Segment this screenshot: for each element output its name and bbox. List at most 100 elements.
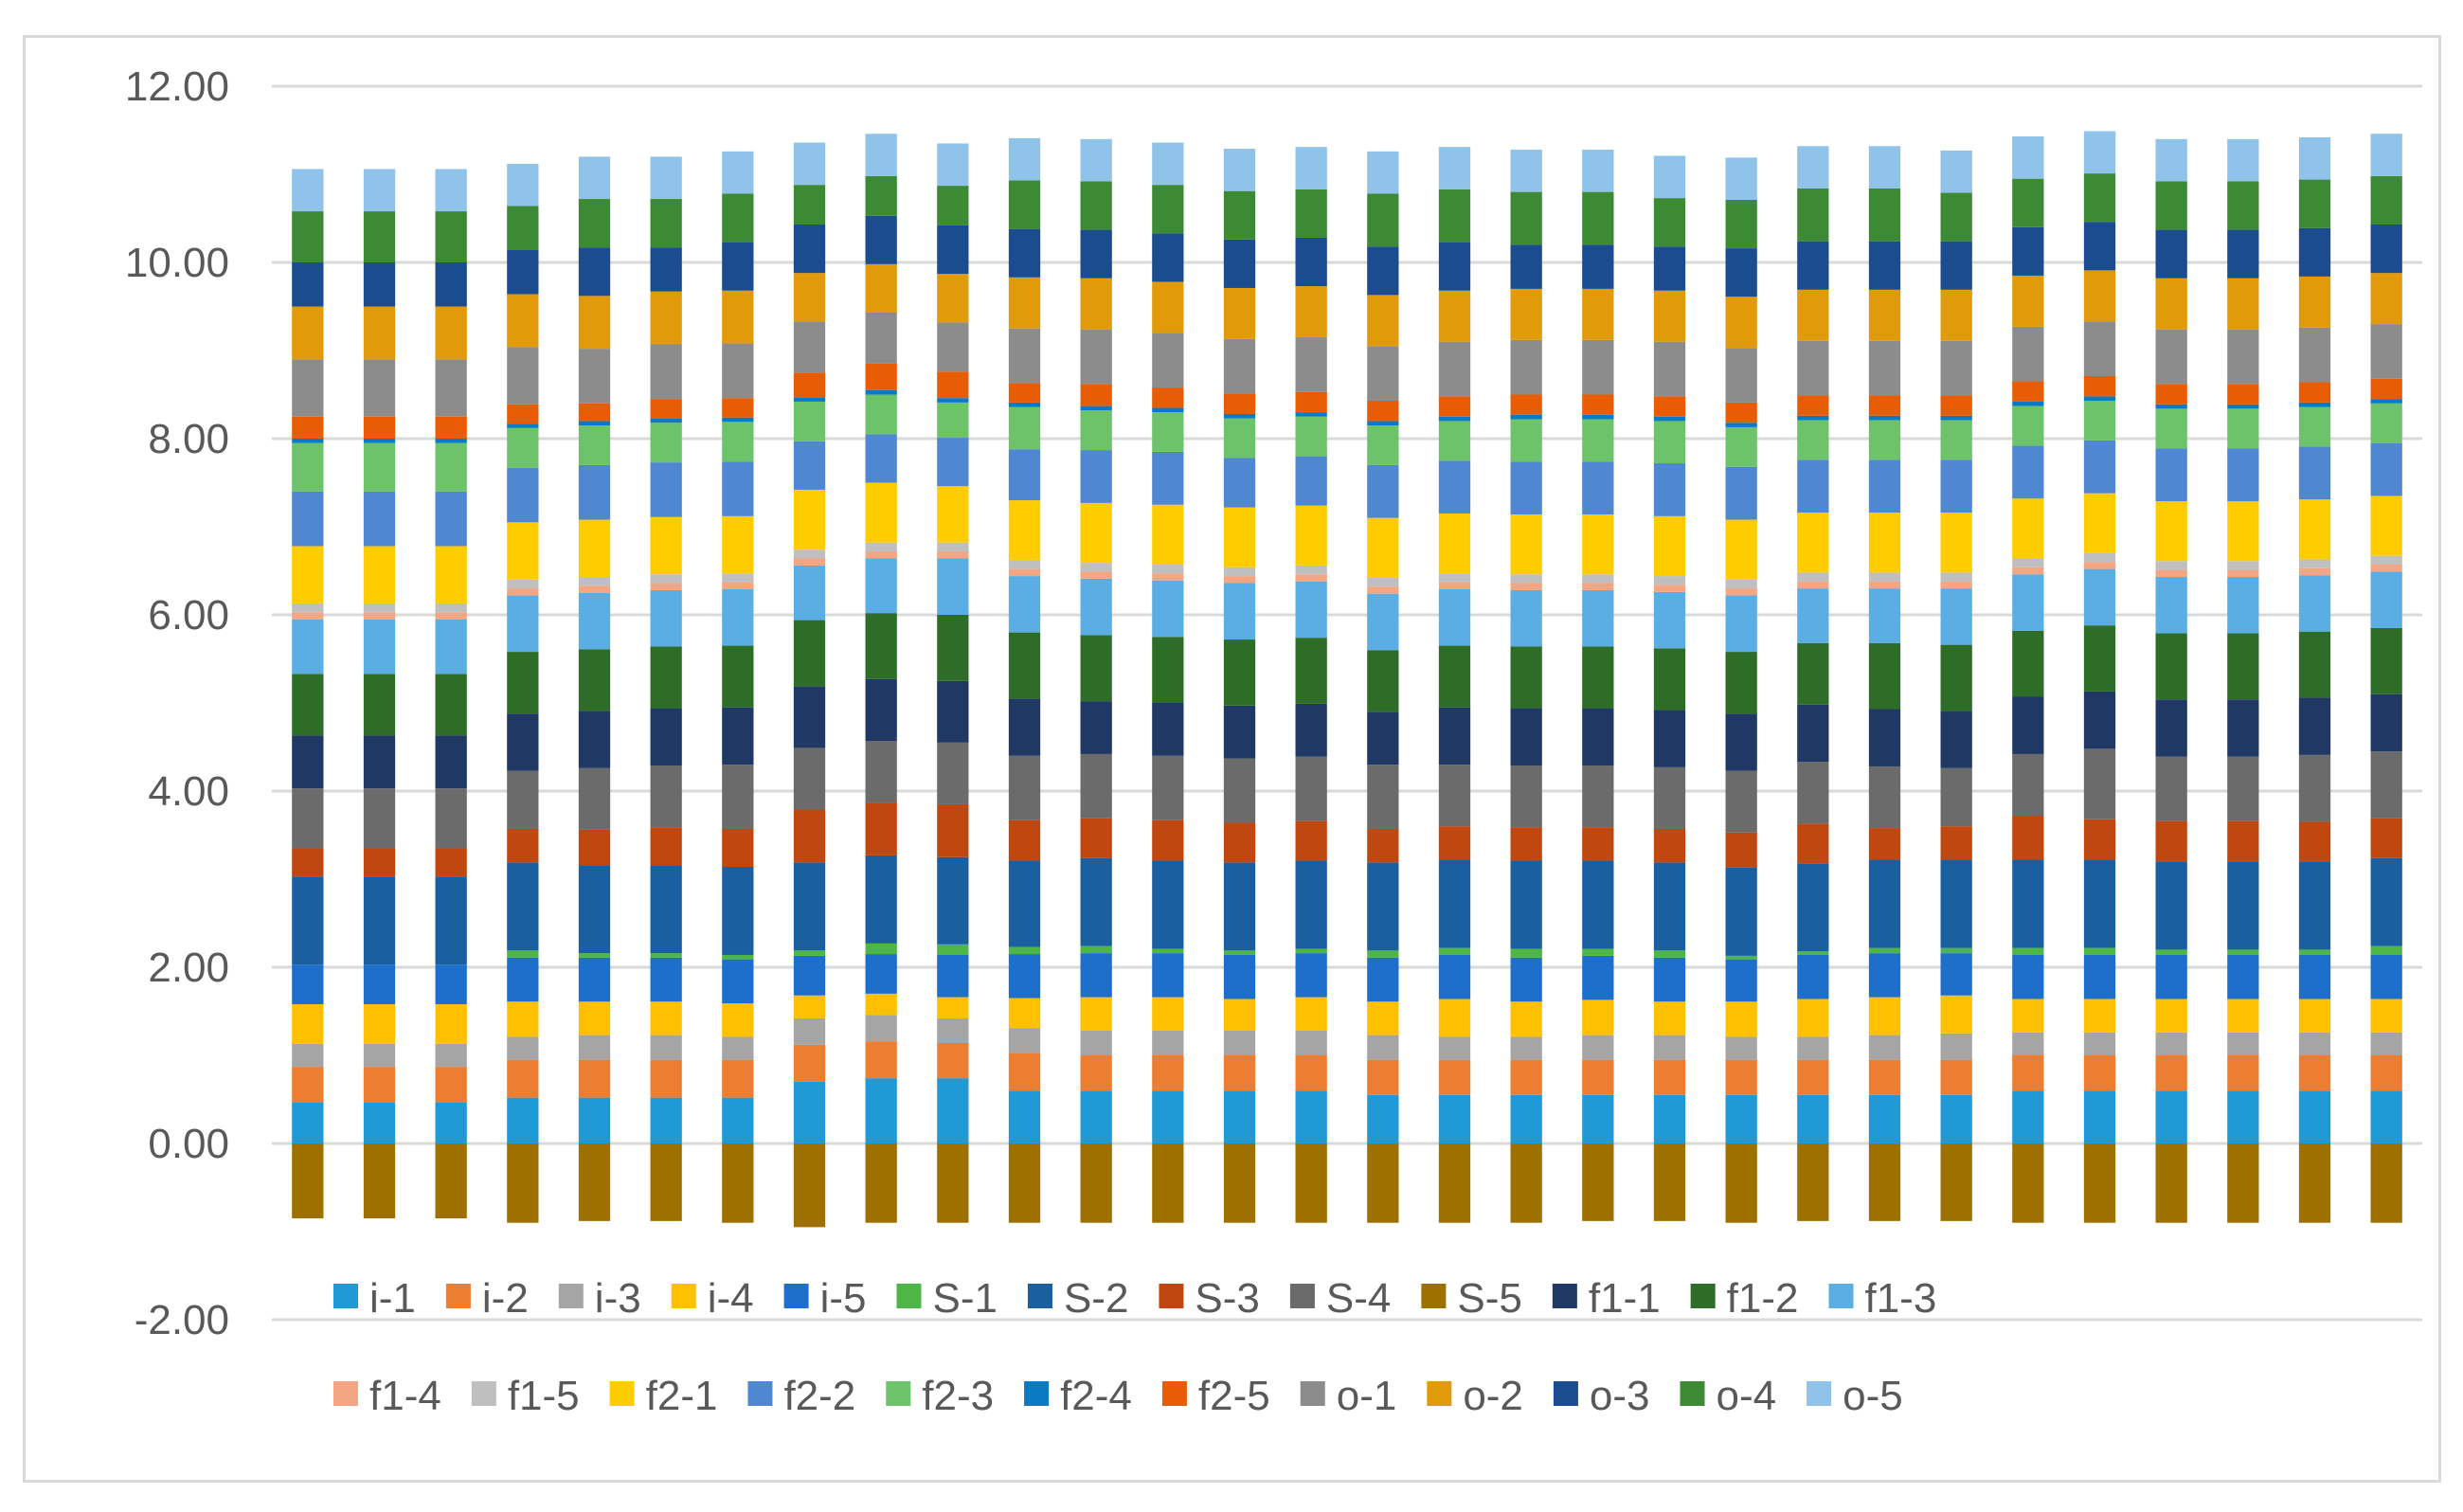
bar-segment-f1-3-20 (1653, 591, 1686, 649)
legend-swatch-S-1 (896, 1284, 922, 1308)
legend-swatch-S-3 (1159, 1284, 1184, 1308)
bar-segment-o-5-6 (650, 156, 682, 200)
bar-segment-i-3-19 (1582, 1035, 1614, 1060)
bar-segment-f2-3-29 (2298, 406, 2331, 447)
bar-segment-f2-2-2 (363, 491, 396, 547)
bar-segment-f2-5-23 (1868, 395, 1901, 416)
bar-segment-f2-5-7 (722, 398, 754, 418)
bar-segment-f1-1-6 (650, 708, 682, 766)
bar-segment-f2-3-7 (722, 422, 754, 462)
legend-swatch-o-3 (1553, 1381, 1578, 1406)
bar-segment-o-3-6 (650, 247, 682, 292)
bar-segment-o-1-20 (1653, 341, 1686, 397)
bar-segment-f2-5-14 (1223, 393, 1256, 414)
legend-label-f2-3: f2-3 (922, 1373, 994, 1419)
bar-segment-f1-5-26 (2083, 552, 2116, 563)
bar-segment-f1-2-18 (1510, 646, 1542, 709)
bar-segment-f2-3-12 (1080, 410, 1112, 451)
bar-segment-i-1-9 (865, 1078, 897, 1143)
y-axis-ticks: -2.00 0.00 2.00 4.00 6.00 8.00 10.00 12.00 (125, 63, 229, 1343)
bar-segment-o-5-8 (793, 142, 826, 186)
bar-segment-f1-1-14 (1223, 705, 1256, 759)
bar-segment-i-1-10 (937, 1078, 969, 1143)
bar-segment-o-4-26 (2083, 173, 2116, 223)
bar-segment-f2-5-19 (1582, 394, 1614, 415)
bar-segment-f2-1-3 (435, 546, 467, 603)
bar-segment-f2-5-17 (1438, 396, 1471, 417)
bar-segment-o-4-22 (1797, 188, 1829, 242)
bar-segment-f2-3-15 (1295, 416, 1327, 457)
bar-segment-i-5-19 (1582, 955, 1614, 1000)
bar-segment-f2-5-13 (1152, 387, 1184, 408)
bar-segment-f1-4-7 (722, 582, 754, 590)
bar-segment-f1-2-17 (1438, 645, 1471, 708)
legend-swatch-f1-4 (333, 1381, 358, 1406)
bar-segment-S-3-1 (292, 848, 324, 877)
bar-segment-o-5-27 (2155, 138, 2187, 182)
bar-segment-i-1-23 (1868, 1094, 1901, 1143)
bar-segment-f1-3-19 (1582, 589, 1614, 647)
bar-segment-i-2-30 (2370, 1055, 2402, 1091)
bar-segment-o-1-19 (1582, 339, 1614, 395)
bar-segment-i-3-13 (1152, 1030, 1184, 1055)
bar-segment-i-3-27 (2155, 1032, 2187, 1055)
bar-segment-i-1-8 (793, 1081, 826, 1143)
bar-segment-f2-4-17 (1438, 416, 1471, 422)
bar-segment-f1-1-16 (1367, 711, 1399, 765)
bar-segment-o-3-17 (1438, 242, 1471, 291)
bar-segment-o-4-23 (1868, 188, 1901, 242)
legend-swatch-f2-5 (1161, 1381, 1187, 1406)
legend-swatch-f1-2 (1690, 1284, 1716, 1308)
bar-segment-f2-5-1 (292, 416, 324, 439)
bar-segment-f2-3-4 (507, 427, 539, 468)
bar-segment-S-4-22 (1797, 762, 1829, 824)
bar-segment-f1-5-19 (1582, 574, 1614, 584)
bar-segment-i-3-23 (1868, 1035, 1901, 1060)
bar-segment-S-5-20 (1653, 1143, 1686, 1221)
bar-segment-i-1-2 (363, 1102, 396, 1143)
bar-segment-i-3-16 (1367, 1035, 1399, 1060)
bar-segment-i-2-10 (937, 1042, 969, 1079)
bar-segment-f1-3-3 (435, 619, 467, 675)
bar-segment-f1-4-29 (2298, 567, 2331, 576)
bar-segment-o-4-13 (1152, 185, 1184, 234)
bar-segment-f1-1-21 (1725, 713, 1757, 771)
bar-segment-f2-2-12 (1080, 450, 1112, 503)
bar-segment-f1-5-6 (650, 574, 682, 584)
bar-segment-i-4-7 (722, 1003, 754, 1037)
bar-segment-f1-2-7 (722, 645, 754, 708)
bar-segment-f1-1-7 (722, 707, 754, 765)
bar-segment-S-3-28 (2227, 820, 2259, 862)
bar-segment-f2-2-11 (1008, 449, 1041, 501)
bar-segment-f1-5-1 (292, 603, 324, 613)
bar-segment-f1-3-10 (937, 558, 969, 615)
bar-segment-S-3-27 (2155, 820, 2187, 862)
bar-segment-i-1-29 (2298, 1090, 2331, 1143)
bar-segment-S-4-24 (1940, 767, 1972, 827)
bar-segment-S-3-9 (865, 802, 897, 855)
bar-segment-f1-5-8 (793, 549, 826, 559)
bar-segment-S-3-10 (937, 803, 969, 857)
bar-segment-o-5-14 (1223, 149, 1256, 191)
bar-segment-i-2-5 (578, 1059, 611, 1098)
bar-segment-S-2-18 (1510, 860, 1542, 949)
bar-segment-f1-5-21 (1725, 579, 1757, 589)
bar-segment-i-3-15 (1295, 1030, 1327, 1055)
bar-segment-f1-1-22 (1797, 704, 1829, 763)
bar-segment-f2-3-2 (363, 442, 396, 492)
bar-segment-S-3-11 (1008, 819, 1041, 861)
bar-segment-f1-3-7 (722, 589, 754, 646)
bar-segment-i-5-5 (578, 957, 611, 1002)
bar-segment-o-1-25 (2012, 326, 2044, 382)
bar-segment-i-5-24 (1940, 953, 1972, 996)
bar-segment-i-2-1 (292, 1067, 324, 1103)
bar-segment-f2-5-2 (363, 416, 396, 439)
bar-segment-f1-3-14 (1223, 583, 1256, 640)
bar-segment-f2-5-18 (1510, 394, 1542, 415)
bar-segment-f1-3-16 (1367, 593, 1399, 651)
bar-segment-o-5-24 (1940, 150, 1972, 193)
bar-segment-o-3-5 (578, 247, 611, 297)
bar-segment-f2-1-2 (363, 546, 396, 603)
bar-segment-i-2-22 (1797, 1059, 1829, 1095)
bar-segment-f2-5-24 (1940, 395, 1972, 416)
